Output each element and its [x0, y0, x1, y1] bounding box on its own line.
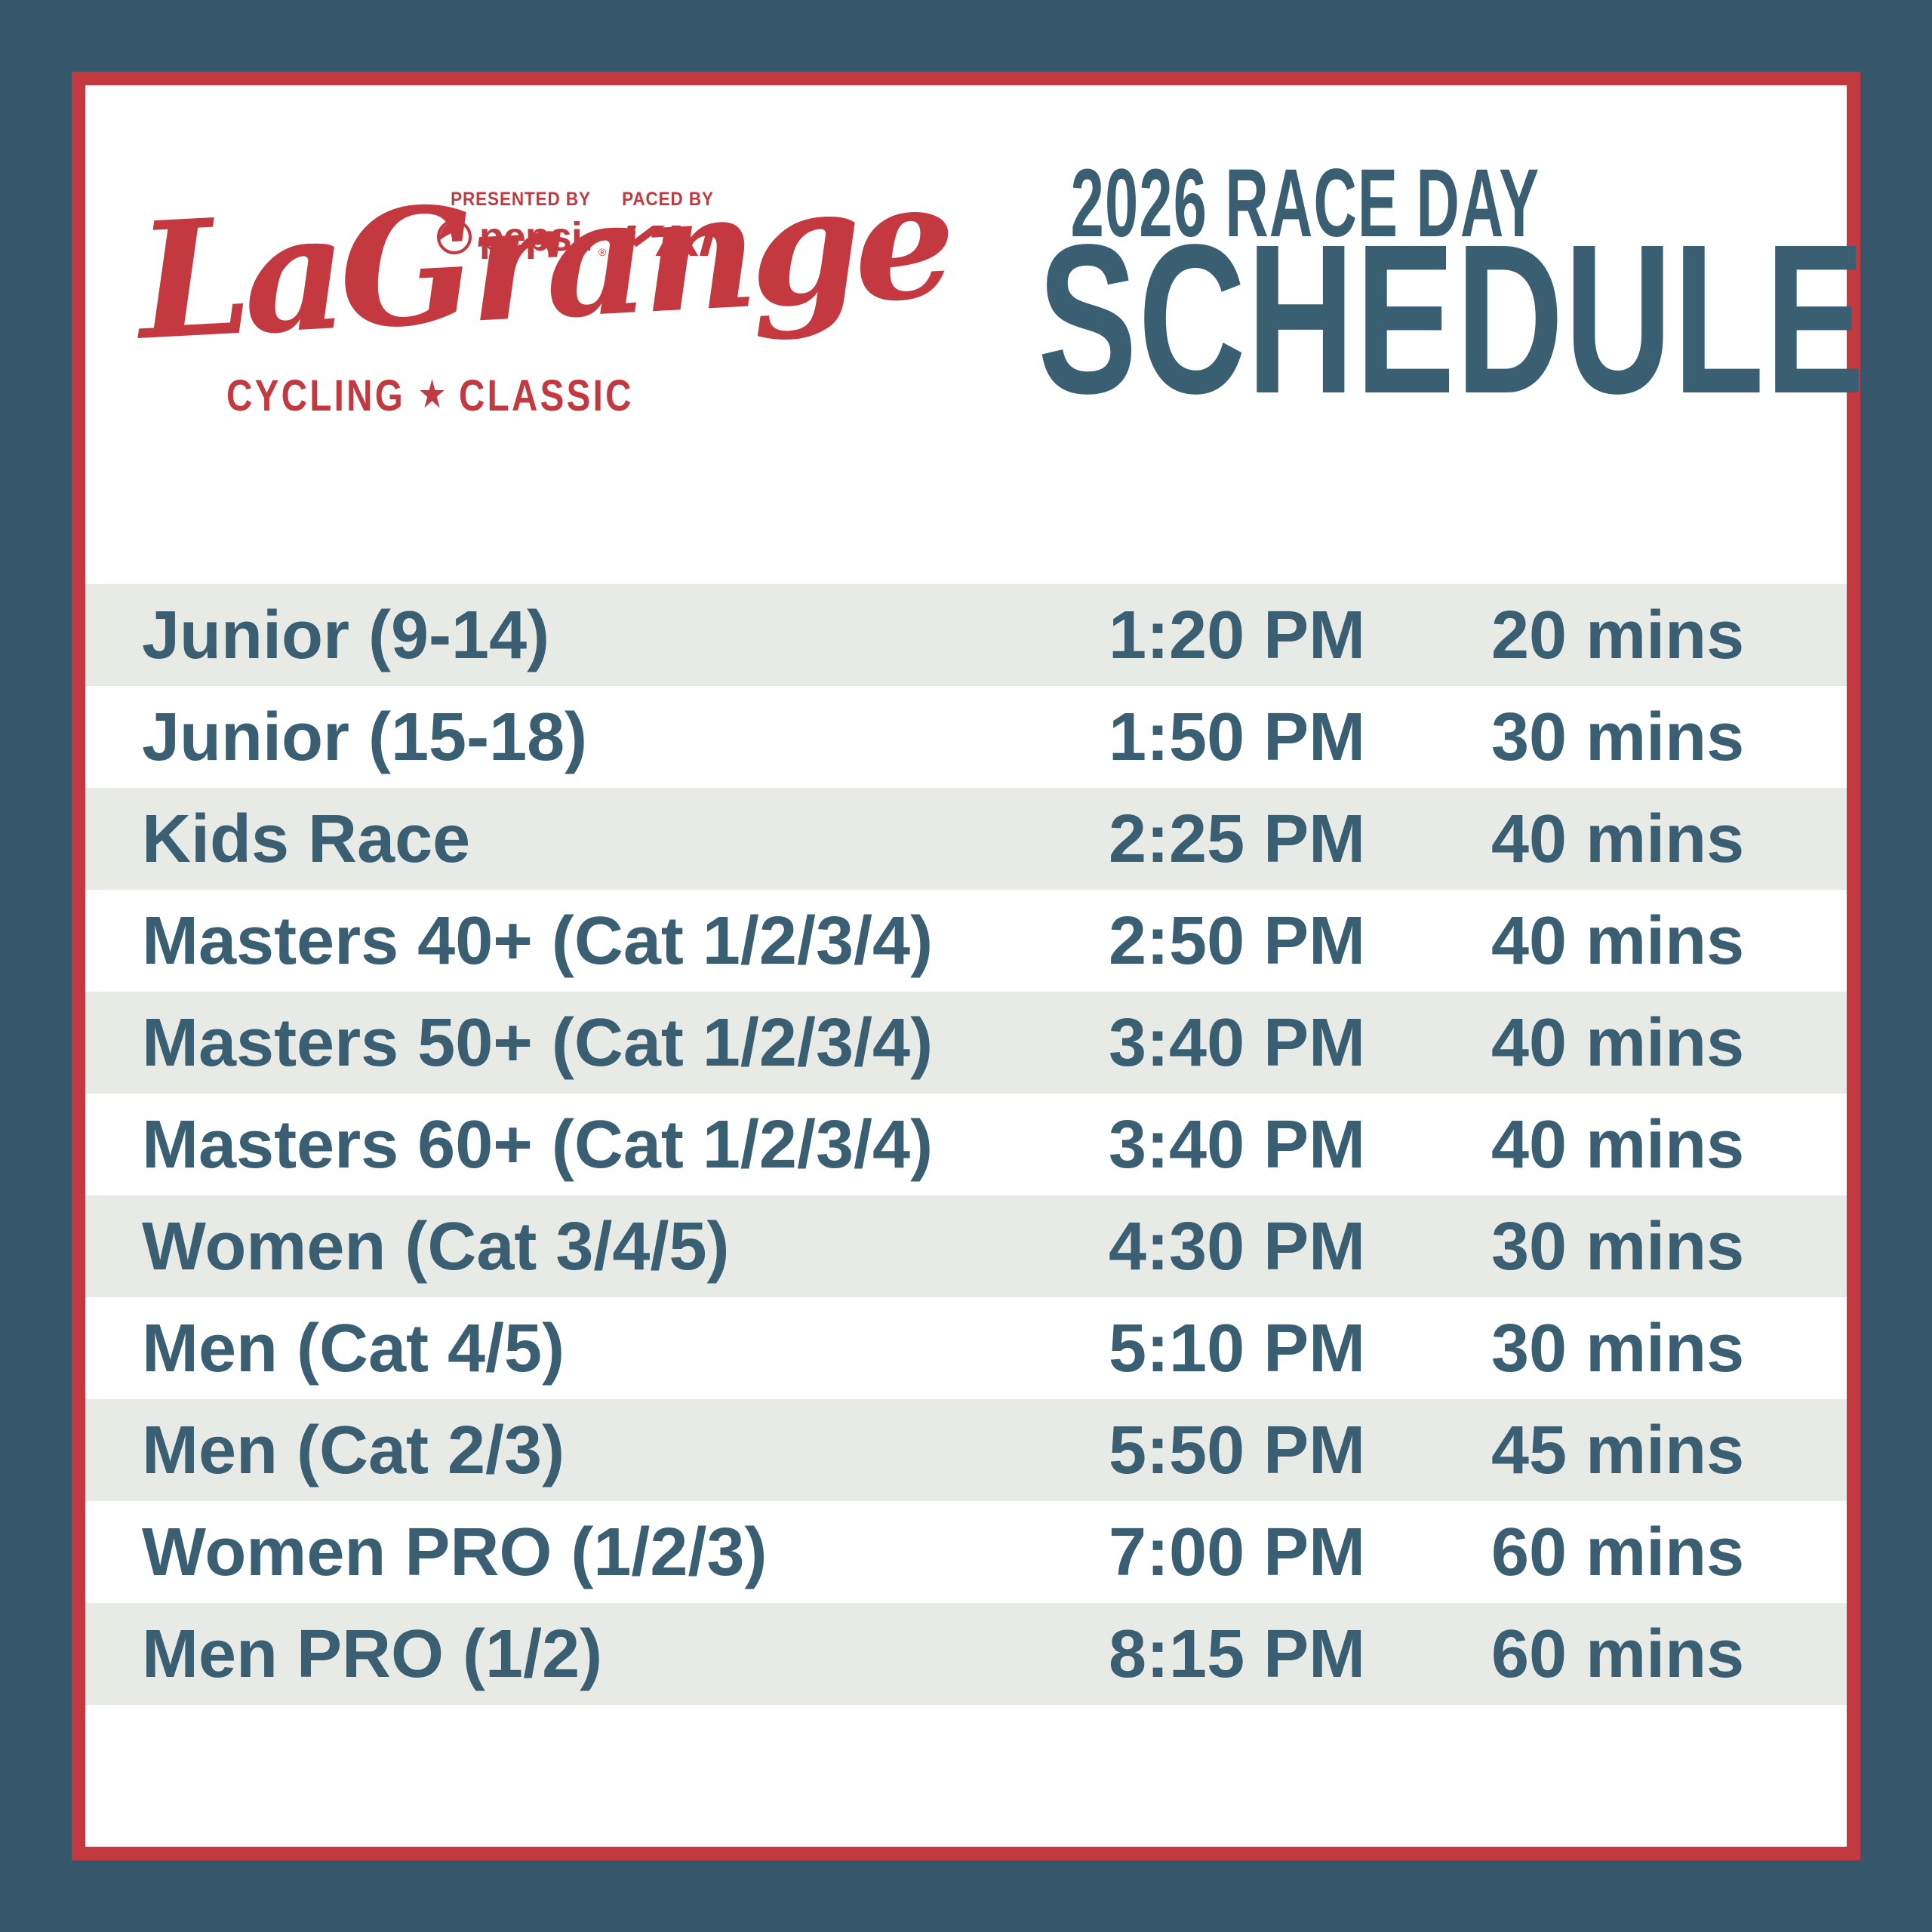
brand-subtitle: CYCLING ★ CLASSIC — [226, 374, 634, 418]
race-time: 4:30 PM — [1109, 1208, 1366, 1284]
race-duration: 30 mins — [1491, 1208, 1745, 1284]
table-row: Junior (9-14) 1:20 PM 20 mins — [85, 584, 1847, 686]
table-row: Masters 60+ (Cat 1/2/3/4) 3:40 PM 40 min… — [85, 1094, 1847, 1195]
race-duration: 20 mins — [1491, 597, 1745, 673]
race-time: 5:50 PM — [1109, 1412, 1366, 1488]
poster-panel — [72, 72, 1860, 1860]
title-line-race-day: 2026 RACE DAY — [1071, 149, 1540, 257]
race-duration: 30 mins — [1491, 1310, 1745, 1386]
brand-subtitle-cycling: CYCLING — [226, 371, 405, 420]
pepsi-wordmark: pepsi. — [478, 214, 593, 260]
race-name: Junior (9-14) — [142, 597, 550, 673]
race-time: 7:00 PM — [1109, 1514, 1366, 1590]
race-time: 1:20 PM — [1109, 597, 1366, 673]
race-time: 5:10 PM — [1109, 1310, 1366, 1386]
pepsi-globe-icon — [435, 218, 473, 256]
title-line-schedule: SCHEDULE — [1038, 200, 1866, 438]
presented-by-label: PRESENTED BY — [451, 189, 591, 210]
race-name: Men (Cat 2/3) — [142, 1412, 565, 1488]
race-name: Women PRO (1/2/3) — [142, 1514, 768, 1590]
race-duration: 40 mins — [1491, 801, 1745, 877]
race-name: Women (Cat 3/4/5) — [142, 1208, 730, 1284]
table-row: Masters 40+ (Cat 1/2/3/4) 2:50 PM 40 min… — [85, 890, 1847, 992]
race-time: 3:40 PM — [1109, 1004, 1366, 1081]
star-icon: ★ — [417, 373, 447, 417]
race-name: Kids Race — [142, 801, 471, 877]
table-row: Masters 50+ (Cat 1/2/3/4) 3:40 PM 40 min… — [85, 992, 1847, 1094]
table-row: Kids Race 2:25 PM 40 mins — [85, 788, 1847, 890]
race-time: 2:50 PM — [1109, 903, 1366, 979]
race-time: 2:25 PM — [1109, 801, 1366, 877]
table-row: Women (Cat 3/4/5) 4:30 PM 30 mins — [85, 1195, 1847, 1297]
page-title: 2026 RACE DAY SCHEDULE — [860, 149, 1865, 426]
brand-subtitle-classic: CLASSIC — [459, 371, 634, 420]
race-duration: 30 mins — [1491, 699, 1745, 775]
race-duration: 45 mins — [1491, 1412, 1745, 1488]
race-name: Masters 50+ (Cat 1/2/3/4) — [142, 1004, 934, 1081]
presented-by-block: PRESENTED BY pepsi. ® — [419, 189, 623, 257]
table-row: Men PRO (1/2) 8:15 PM 60 mins — [85, 1603, 1847, 1705]
table-row: Men (Cat 2/3) 5:50 PM 45 mins — [85, 1399, 1847, 1501]
kia-logo-icon — [600, 224, 736, 256]
paced-by-label: PACED BY — [622, 189, 714, 210]
schedule-table: Junior (9-14) 1:20 PM 20 mins Junior (15… — [85, 584, 1847, 1705]
registered-mark: ® — [598, 246, 607, 258]
race-name: Masters 60+ (Cat 1/2/3/4) — [142, 1106, 934, 1183]
race-duration: 40 mins — [1491, 903, 1745, 979]
pepsi-logo: pepsi. ® — [419, 217, 623, 257]
race-time: 1:50 PM — [1109, 699, 1366, 775]
table-row: Men (Cat 4/5) 5:10 PM 30 mins — [85, 1297, 1847, 1399]
table-row: Women PRO (1/2/3) 7:00 PM 60 mins — [85, 1501, 1847, 1603]
race-name: Masters 40+ (Cat 1/2/3/4) — [142, 903, 934, 979]
table-row: Junior (15-18) 1:50 PM 30 mins — [85, 686, 1847, 788]
race-time: 3:40 PM — [1109, 1106, 1366, 1183]
race-duration: 40 mins — [1491, 1106, 1745, 1183]
race-name: Men PRO (1/2) — [142, 1616, 603, 1692]
race-name: Junior (15-18) — [142, 699, 588, 775]
race-duration: 60 mins — [1491, 1514, 1745, 1590]
race-duration: 60 mins — [1491, 1616, 1745, 1692]
race-name: Men (Cat 4/5) — [142, 1310, 565, 1386]
race-time: 8:15 PM — [1109, 1616, 1366, 1692]
paced-by-block: PACED BY — [600, 189, 736, 256]
race-duration: 40 mins — [1491, 1004, 1745, 1081]
